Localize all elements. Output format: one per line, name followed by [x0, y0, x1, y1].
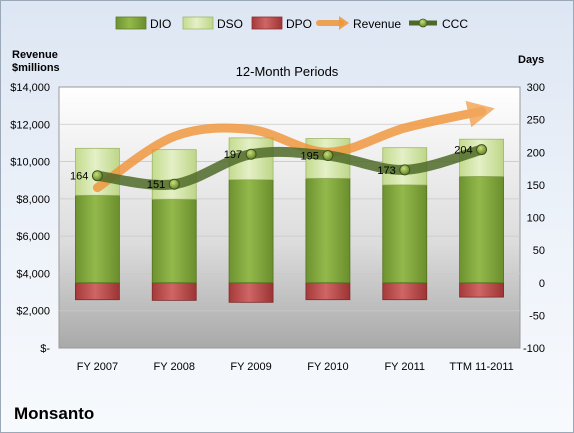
bar-dpo — [305, 282, 351, 301]
legend-item-revenue: Revenue — [316, 16, 401, 31]
bar-dpo — [459, 282, 504, 298]
ccc-point — [322, 150, 334, 162]
left-tick-label: $14,000 — [10, 82, 50, 94]
bar-dpo — [382, 282, 428, 301]
legend-label-dpo: DPO — [286, 17, 312, 31]
left-tick-label: $4,000 — [16, 268, 50, 280]
ccc-data-label: 151 — [147, 179, 165, 191]
ccc-point — [476, 144, 488, 156]
legend-label-dio: DIO — [150, 17, 171, 31]
ccc-series: 164 151 197 195 173 204 — [70, 144, 488, 191]
right-tick-label: 250 — [527, 115, 545, 127]
right-axis: 300 250 200 150 100 50 0 -50 -100 — [523, 82, 545, 355]
bars — [75, 137, 504, 303]
bar-dio — [382, 184, 428, 284]
left-axis-title-line2: $millions — [12, 62, 60, 74]
left-axis: $14,000 $12,000 $10,000 $8,000 $6,000 $4,000 $… — [10, 82, 50, 355]
left-tick-label: $- — [40, 343, 50, 355]
x-tick-label: FY 2010 — [307, 361, 348, 373]
bar-dpo — [75, 282, 120, 301]
legend-item-ccc: CCC — [409, 17, 468, 31]
legend-item-dio: DIO — [115, 16, 171, 31]
ccc-data-label: 173 — [377, 165, 395, 177]
legend-item-dso: DSO — [182, 16, 243, 31]
ccc-data-label: 195 — [301, 151, 319, 163]
left-tick-label: $6,000 — [16, 231, 50, 243]
x-tick-label: FY 2007 — [77, 361, 118, 373]
bar-dpo — [228, 282, 274, 303]
ccc-data-label: 204 — [454, 145, 472, 157]
company-name: Monsanto — [14, 404, 95, 423]
right-tick-label: -50 — [529, 310, 545, 322]
right-tick-label: 50 — [533, 245, 545, 257]
legend-label-dso: DSO — [217, 17, 243, 31]
left-tick-label: $10,000 — [10, 157, 50, 169]
left-tick-label: $2,000 — [16, 306, 50, 318]
left-axis-title-line1: Revenue — [12, 49, 58, 61]
left-tick-label: $12,000 — [10, 119, 50, 131]
ccc-point — [399, 164, 411, 176]
legend: DIO DSO DPO Revenue CCC — [115, 16, 468, 31]
right-tick-label: 200 — [527, 147, 545, 159]
bar-dio — [305, 177, 351, 284]
ccc-line — [92, 144, 487, 190]
x-tick-label: TTM 11-2011 — [449, 361, 513, 373]
chart-title: 12-Month Periods — [236, 64, 339, 79]
revenue-series — [92, 100, 495, 193]
x-tick-label: FY 2009 — [230, 361, 271, 373]
right-tick-label: 100 — [527, 213, 545, 225]
bar-dio — [228, 179, 274, 284]
legend-label-revenue: Revenue — [353, 17, 401, 31]
x-tick-label: FY 2011 — [384, 361, 425, 373]
bar-dio — [75, 194, 120, 284]
x-axis: FY 2007 FY 2008 FY 2009 FY 2010 FY 2011 TTM 1… — [77, 361, 514, 373]
bar-dso — [151, 149, 197, 200]
right-axis-title: Days — [518, 54, 544, 66]
ccc-data-label: 197 — [224, 149, 242, 161]
right-tick-label: 0 — [539, 278, 545, 290]
ccc-point — [91, 170, 103, 182]
ccc-point — [168, 178, 180, 190]
plot-area — [58, 86, 521, 349]
right-tick-label: -100 — [523, 343, 545, 355]
left-tick-label: $8,000 — [16, 194, 50, 206]
bar-dpo — [151, 282, 197, 301]
legend-label-ccc: CCC — [442, 17, 468, 31]
bar-dio — [459, 175, 504, 284]
legend-item-dpo: DPO — [251, 16, 312, 31]
ccc-data-label: 164 — [70, 171, 88, 183]
bar-dso — [228, 137, 274, 181]
ccc-point — [245, 148, 257, 160]
right-tick-label: 300 — [527, 82, 545, 94]
bar-dio — [151, 198, 197, 284]
x-tick-label: FY 2008 — [154, 361, 195, 373]
right-tick-label: 150 — [527, 180, 545, 192]
revenue-line — [92, 100, 495, 193]
